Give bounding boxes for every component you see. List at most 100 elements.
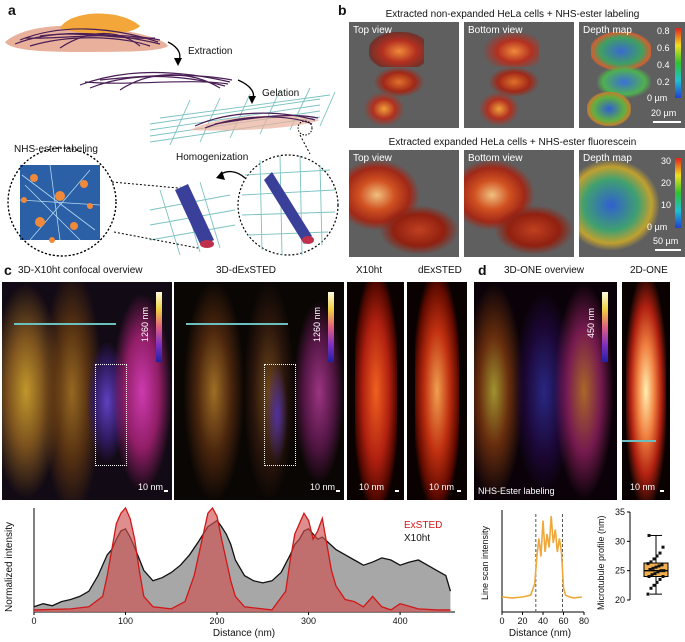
box-point <box>649 560 653 564</box>
d-title-overview: 3D-ONE overview <box>504 265 585 276</box>
c-roi-box-2 <box>264 364 296 466</box>
c-scale-3: 10 nm <box>359 482 385 492</box>
c-scale-4: 10 nm <box>429 482 455 492</box>
d-title-2d: 2D-ONE <box>630 265 668 276</box>
box-point <box>651 566 655 570</box>
b-depth1-tick-2: 0.4 <box>657 60 670 70</box>
legend-exsted: ExSTED <box>404 520 443 531</box>
b-title-2: Extracted expanded HeLa cells + NHS-este… <box>388 137 637 148</box>
d-line-scan <box>622 440 656 442</box>
labeling-network <box>19 164 101 241</box>
box-point <box>654 565 658 569</box>
chart2-xlabel: Distance (nm) <box>508 628 572 639</box>
c-scalebar-1 <box>164 490 168 492</box>
c-scalebar-4 <box>457 490 461 492</box>
c-title-dexsted: 3D-dExSTED <box>216 265 277 276</box>
box-point <box>646 592 650 596</box>
box-point <box>658 551 662 555</box>
c-colorbar-1 <box>156 292 162 362</box>
b-scale-1: 20 µm <box>651 108 677 118</box>
b-depth1-tick-4: 0 µm <box>647 93 668 103</box>
label-gelation: Gelation <box>262 88 300 99</box>
b-depth1-tick-3: 0.2 <box>657 77 670 87</box>
legend-x10ht: X10ht <box>404 533 431 544</box>
box-point <box>650 573 654 577</box>
fluorophores <box>21 174 93 243</box>
box-iqr <box>643 562 669 578</box>
d-scalebar-2 <box>660 490 664 492</box>
c-dexsted-image: 1260 nm 10 nm <box>174 282 344 500</box>
chart1-xtick-label-1: 100 <box>118 616 133 626</box>
c-x10-confocal-image: 1260 nm 10 nm <box>2 282 172 500</box>
c-scalebar-3 <box>395 490 399 492</box>
c-roi-box-1 <box>95 364 127 466</box>
box-point <box>655 580 659 584</box>
box-point <box>662 569 666 573</box>
chart3-ytick-label-1: 25 <box>615 566 625 576</box>
d-scale-2: 10 nm <box>630 482 656 492</box>
series-area-x10ht <box>34 520 451 612</box>
box-point <box>647 533 651 537</box>
chart1-xtick-label-3: 300 <box>301 616 316 626</box>
chart3-ytick-label-2: 30 <box>615 536 625 546</box>
chart3-ylabel: Microtubule profile (nm) <box>596 515 606 610</box>
b-top-view-1: Top view <box>349 22 459 128</box>
d-2d-one-image: 10 nm <box>622 282 670 500</box>
b-depth1-tick-0: 0.8 <box>657 26 670 36</box>
c-line-scan-1 <box>14 323 116 325</box>
c-title-dex: dExSTED <box>418 265 462 276</box>
chart2-xtick-label-1: 20 <box>517 616 527 626</box>
box-point <box>652 557 656 561</box>
b-depth-map-1: Depth map 0.8 0.6 0.4 0.2 0 µm 20 µm <box>579 22 685 128</box>
box-point <box>646 562 650 566</box>
c-title-x10: 3D-X10ht confocal overview <box>18 265 143 276</box>
b-scalebar-1 <box>653 121 681 123</box>
panel-label-c: c <box>4 262 12 278</box>
b-title-1: Extracted non-expanded HeLa cells + NHS-… <box>385 9 640 20</box>
b-top-view-2: Top view <box>349 150 459 257</box>
b-bottom-view-label: Bottom view <box>468 25 523 36</box>
box-point <box>657 564 661 568</box>
c-scalebar-2 <box>336 490 340 492</box>
d-nhs-label: NHS-Ester labeling <box>478 486 555 496</box>
box-point <box>659 569 663 573</box>
b-scalebar-2 <box>655 249 681 251</box>
series-line-exsted <box>33 506 451 611</box>
b-depth-colorbar-1 <box>675 28 681 98</box>
b-depth-map-label-2: Depth map <box>583 153 632 164</box>
microtubule-tube <box>264 172 312 244</box>
label-homogenization: Homogenization <box>176 152 249 163</box>
label-nhs-labeling: NHS-ester labeling <box>14 144 98 155</box>
chart2-xtick-label-4: 80 <box>579 616 589 626</box>
box-point <box>656 570 660 574</box>
b-depth2-tick-0: 30 <box>661 156 672 166</box>
chart1-ylabel: Normalized intensity <box>4 521 15 612</box>
b-depth2-tick-2: 10 <box>661 200 672 210</box>
cytoskeleton-fibers <box>14 28 161 49</box>
box-point <box>661 575 665 579</box>
box-point <box>658 577 662 581</box>
b-bottom-view-2: Bottom view <box>464 150 574 257</box>
d-3d-one-image: 450 nm NHS-Ester labeling <box>474 282 617 500</box>
b-scale-2: 50 µm <box>653 236 679 246</box>
chart2-xtick-label-2: 40 <box>538 616 548 626</box>
b-top-view-label: Top view <box>353 25 392 36</box>
d-colorbar <box>602 292 608 362</box>
chart1-xtick-label-2: 200 <box>210 616 225 626</box>
box-point <box>661 545 665 549</box>
b-depth2-tick-1: 20 <box>661 178 672 188</box>
box-point <box>660 563 664 567</box>
c-x10ht-zoom-image: 10 nm <box>347 282 404 500</box>
b-depth1-tick-1: 0.6 <box>657 43 670 53</box>
chart3-ytick-label-3: 35 <box>615 507 625 517</box>
box-point <box>655 554 659 558</box>
box-point <box>649 586 653 590</box>
chart3-ytick-label-0: 20 <box>615 595 625 605</box>
box-point <box>648 567 652 571</box>
b-depth-colorbar-2 <box>675 158 681 228</box>
chart2-xtick-label-0: 0 <box>499 616 504 626</box>
panel-a-schematic <box>5 13 339 257</box>
b-depth-map-2: Depth map 30 20 10 0 µm 50 µm <box>579 150 685 257</box>
c-scale-1: 10 nm <box>138 482 164 492</box>
